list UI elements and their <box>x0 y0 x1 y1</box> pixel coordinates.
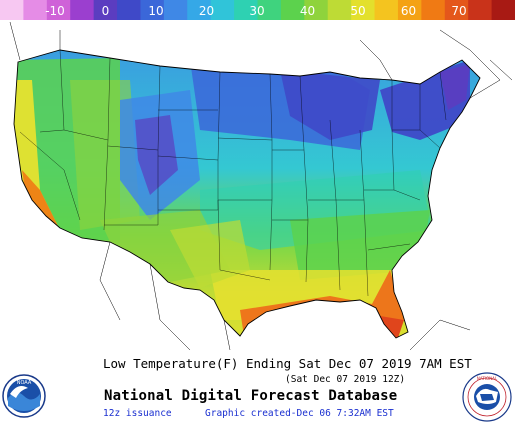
scale-tick-label: -10 <box>45 4 65 18</box>
temperature-field <box>14 50 480 338</box>
color-swatch <box>46 0 71 20</box>
color-swatch <box>280 0 305 20</box>
color-swatch <box>374 0 399 20</box>
color-swatch <box>0 0 25 20</box>
color-swatch <box>351 0 376 20</box>
color-scale-swatches <box>0 0 515 20</box>
scale-tick-label: 60 <box>401 4 416 18</box>
color-swatch <box>444 0 469 20</box>
forecast-title: Low Temperature(F) Ending Sat Dec 07 201… <box>103 356 472 371</box>
color-swatch <box>187 0 212 20</box>
color-swatch <box>23 0 48 20</box>
color-swatch <box>397 0 422 20</box>
scale-tick-label: 20 <box>199 4 214 18</box>
color-swatch <box>421 0 446 20</box>
scale-tick-label: 50 <box>350 4 365 18</box>
product-name: National Digital Forecast Database <box>104 388 398 404</box>
color-swatch <box>491 0 515 20</box>
us-outline <box>13 49 481 339</box>
scale-tick-label: 40 <box>300 4 315 18</box>
color-swatch <box>140 0 165 20</box>
color-swatch <box>468 0 493 20</box>
state-boundaries <box>19 49 447 297</box>
svg-text:NATIONAL: NATIONAL <box>477 376 498 381</box>
noaa-logo: NOAA <box>2 374 46 418</box>
scale-tick-label: 0 <box>102 4 110 18</box>
issuance-text: 12z issuance <box>103 408 172 419</box>
color-swatch <box>257 0 282 20</box>
temperature-map <box>0 20 515 350</box>
great-lakes-cold-region <box>280 70 380 140</box>
color-swatch <box>327 0 352 20</box>
valid-time: (Sat Dec 07 2019 12Z) <box>285 374 406 385</box>
color-swatch <box>93 0 118 20</box>
scale-tick-label: 10 <box>148 4 163 18</box>
color-swatch <box>234 0 259 20</box>
color-swatch <box>304 0 329 20</box>
color-swatch <box>117 0 142 20</box>
scale-tick-label: 30 <box>249 4 264 18</box>
svg-text:NOAA: NOAA <box>17 380 32 386</box>
color-swatch <box>210 0 235 20</box>
color-swatch <box>70 0 95 20</box>
nws-logo: NATIONAL <box>462 372 512 422</box>
temperature-color-scale: -10 0 10 20 30 40 50 60 70 <box>0 0 515 20</box>
color-swatch <box>163 0 188 20</box>
neighbor-borders <box>9 21 513 350</box>
graphic-created-text: Graphic created-Dec 06 7:32AM EST <box>205 408 394 419</box>
color-scale-tick-labels: -10 0 10 20 30 40 50 60 70 <box>45 4 466 18</box>
scale-tick-label: 70 <box>451 4 466 18</box>
